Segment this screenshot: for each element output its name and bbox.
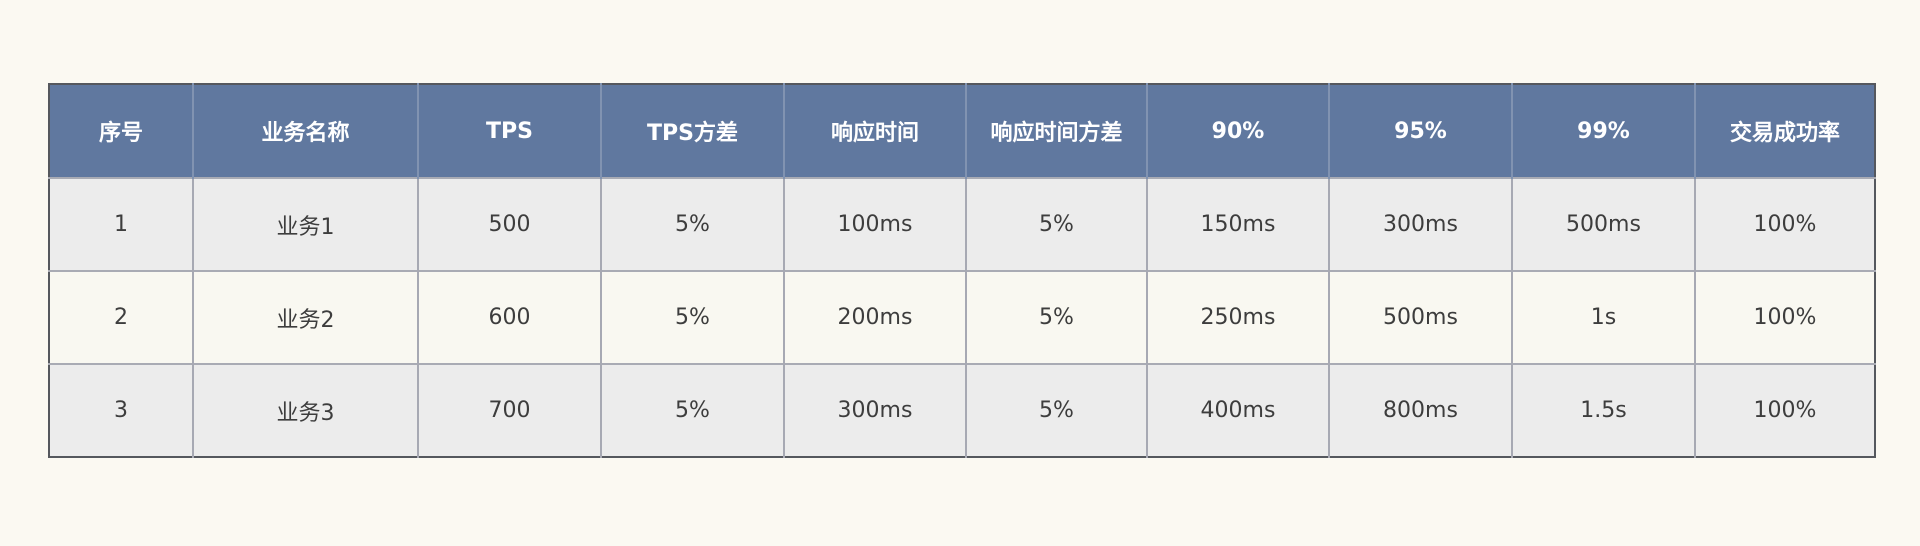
header-p90: 90% [1146, 84, 1329, 178]
table-row: 1 业务1 500 5% 100ms 5% 150ms 300ms 500ms … [49, 178, 1875, 271]
header-success-rate: 交易成功率 [1694, 84, 1875, 178]
table-row: 2 业务2 600 5% 200ms 5% 250ms 500ms 1s 100… [49, 271, 1875, 364]
header-response-time: 响应时间 [783, 84, 966, 178]
cell-response-time: 200ms [783, 271, 966, 364]
cell-p90: 400ms [1146, 364, 1329, 457]
cell-tps: 600 [417, 271, 601, 364]
performance-table-container: 序号 业务名称 TPS TPS方差 响应时间 响应时间方差 90% 95% 99… [48, 83, 1876, 458]
cell-response-time-variance: 5% [965, 364, 1147, 457]
cell-tps-variance: 5% [600, 178, 784, 271]
cell-business-name: 业务3 [192, 364, 418, 457]
header-p95: 95% [1328, 84, 1512, 178]
header-response-time-variance: 响应时间方差 [965, 84, 1147, 178]
cell-p90: 250ms [1146, 271, 1329, 364]
cell-index: 3 [114, 398, 128, 423]
header-tps: TPS [417, 84, 601, 178]
cell-response-time-variance: 5% [965, 178, 1147, 271]
cell-p95: 500ms [1328, 271, 1512, 364]
cell-response-time: 100ms [783, 178, 966, 271]
cell-success-rate: 100% [1694, 178, 1875, 271]
cell-response-time: 300ms [783, 364, 966, 457]
cell-tps: 500 [417, 178, 601, 271]
table-header-row: 序号 业务名称 TPS TPS方差 响应时间 响应时间方差 90% 95% 99… [49, 84, 1875, 178]
cell-tps-variance: 5% [600, 364, 784, 457]
cell-p95: 300ms [1328, 178, 1512, 271]
cell-p90: 150ms [1146, 178, 1329, 271]
performance-table: 序号 业务名称 TPS TPS方差 响应时间 响应时间方差 90% 95% 99… [48, 83, 1876, 458]
table-row: 3 业务3 700 5% 300ms 5% 400ms 800ms 1.5s 1… [49, 364, 1875, 457]
cell-p99: 1.5s [1511, 364, 1695, 457]
cell-p99: 500ms [1511, 178, 1695, 271]
cell-success-rate: 100% [1694, 364, 1875, 457]
header-business-name: 业务名称 [192, 84, 418, 178]
cell-success-rate: 100% [1694, 271, 1875, 364]
cell-p95: 800ms [1328, 364, 1512, 457]
cell-tps-variance: 5% [600, 271, 784, 364]
cell-index: 2 [114, 305, 128, 330]
cell-tps: 700 [417, 364, 601, 457]
cell-business-name: 业务2 [192, 271, 418, 364]
header-p99: 99% [1511, 84, 1695, 178]
cell-business-name: 业务1 [192, 178, 418, 271]
cell-response-time-variance: 5% [965, 271, 1147, 364]
cell-p99: 1s [1511, 271, 1695, 364]
header-index: 序号 [98, 121, 143, 146]
cell-index: 1 [114, 212, 128, 237]
header-tps-variance: TPS方差 [600, 84, 784, 178]
